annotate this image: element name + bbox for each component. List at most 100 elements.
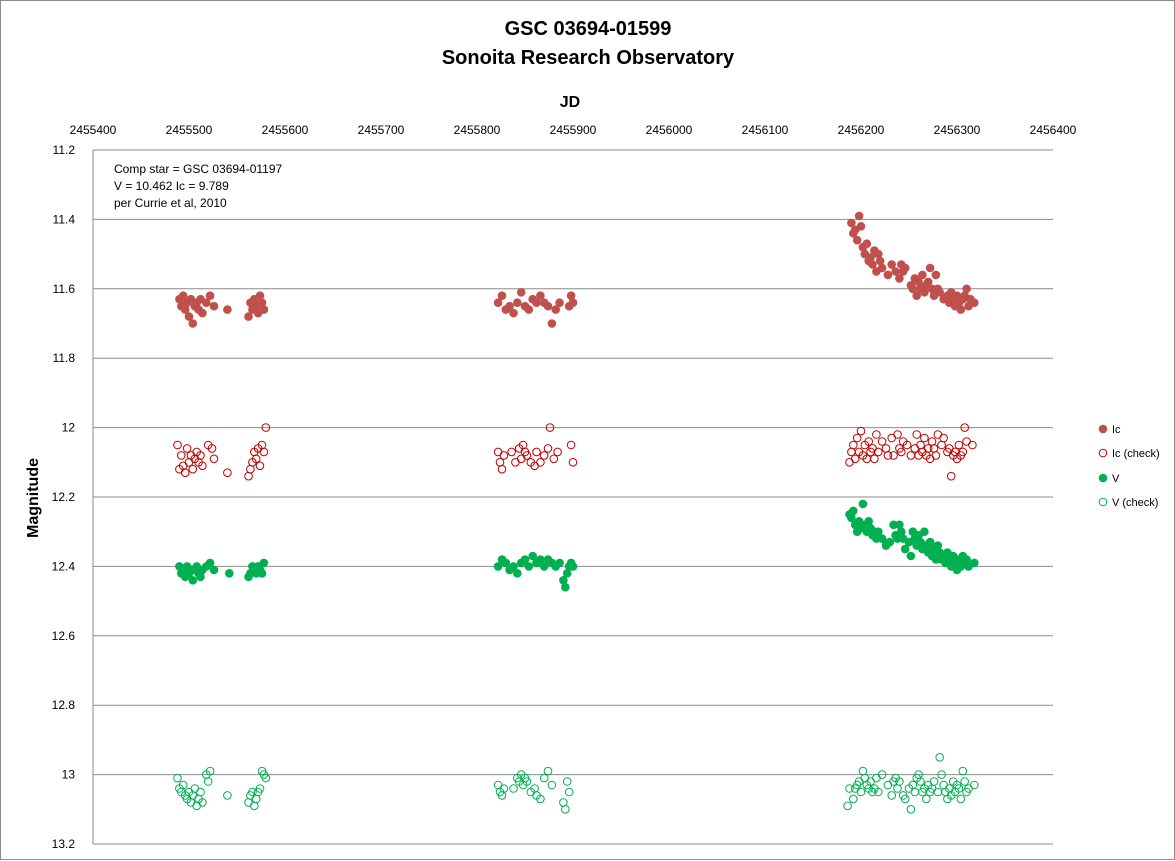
point-ic-check [845,458,854,467]
y-tick-label: 11.2 [53,143,76,157]
point-v-check [255,784,265,793]
point-ic-check [539,451,549,460]
point-ic-check [931,451,941,460]
point-v [897,527,906,537]
point-v [885,537,895,547]
point-ic-check [929,444,939,453]
point-v-check [493,780,503,790]
point-v-check [562,777,572,786]
x-tick-label: 2455700 [358,123,405,137]
y-tick-label: 12 [62,421,76,435]
point-v [513,569,522,578]
point-v [555,558,564,568]
point-ic-check [173,440,182,450]
point-ic-check [497,464,507,474]
point-ic [874,249,883,259]
x-tick-label: 2456000 [646,123,693,137]
point-ic [205,291,215,301]
point-ic [862,239,872,248]
point-v-check [958,766,968,776]
point-ic [223,305,232,314]
point-v-check [954,784,964,793]
point-v-check [937,770,946,779]
legend-marker-ic [1098,424,1108,434]
grid-lines [92,149,1053,845]
point-ic-check [198,461,207,471]
point-v-check [244,798,253,807]
y-tick-label: 12.6 [52,629,76,643]
point-ic-check [852,433,862,443]
point-v-check [192,801,201,811]
point-ic [516,288,526,297]
annotation-box: Comp star = GSC 03694-01197 V = 10.462 I… [114,162,283,210]
point-v-check [883,780,893,790]
point-ic [259,305,269,314]
point-v-check [547,780,557,790]
point-v [864,517,874,526]
point-v [536,555,545,564]
point-v-check [906,805,916,814]
series-ic-check [173,423,977,481]
point-v-check [509,784,518,793]
x-tick-label: 2455600 [262,123,309,137]
point-v [524,562,534,571]
legend-item-v: V [1098,473,1120,485]
point-ic [202,298,211,308]
point-ic [970,298,979,308]
y-tick-label: 13.2 [52,837,76,851]
point-v-check [261,773,271,783]
point-v [849,506,858,516]
chart-title: GSC 03694-01599 [505,18,672,40]
point-v [925,537,935,547]
point-ic-check [261,423,271,432]
point-ic [908,284,918,294]
data-points [173,211,979,814]
point-ic [912,291,922,301]
point-v-check [849,794,858,804]
point-ic-check [536,458,545,467]
point-ic-check [566,440,576,450]
point-ic-check [188,464,198,474]
point-v [188,576,198,585]
legend-marker-v-check [1098,497,1108,507]
point-ic-check [916,440,925,450]
point-ic-check [511,458,520,467]
point-v-check [893,784,902,793]
point-ic [856,222,866,231]
point-ic [566,291,576,301]
y-tick-labels: 11.2 11.4 11.6 11.8 12 12.2 12.4 12.6 12.8 13 13.2 [52,143,76,851]
y-axis-title: Magnitude [25,458,42,538]
point-ic [244,312,253,321]
point-v-check [956,794,966,804]
point-ic [513,298,522,308]
x-tick-label: 2456300 [934,123,981,137]
point-ic [547,319,557,328]
point-ic [918,270,927,280]
x-axis-title: JD [560,94,580,111]
point-ic [925,263,935,273]
point-v-check [205,766,215,776]
point-ic-check [881,444,891,453]
point-v [559,576,568,585]
point-v [528,551,538,561]
point-ic-check [958,447,968,457]
point-ic-check [516,454,526,464]
point-ic-check [856,426,866,436]
point-v-check [935,753,945,762]
point-v [877,534,887,543]
point-v [196,572,205,582]
point-v [920,527,929,537]
point-v-check [872,773,881,783]
legend: Ic Ic (check) V V (check) [1098,424,1160,509]
point-ic [180,305,190,314]
legend-marker-ic-check [1098,448,1108,458]
point-ic [868,260,877,269]
point-ic [877,263,887,273]
point-v-check [939,780,948,790]
point-v-check [910,787,920,797]
point-ic-check [493,447,503,457]
legend-marker-v [1098,473,1108,483]
y-tick-label: 11.6 [53,282,76,296]
series-v [175,499,979,592]
